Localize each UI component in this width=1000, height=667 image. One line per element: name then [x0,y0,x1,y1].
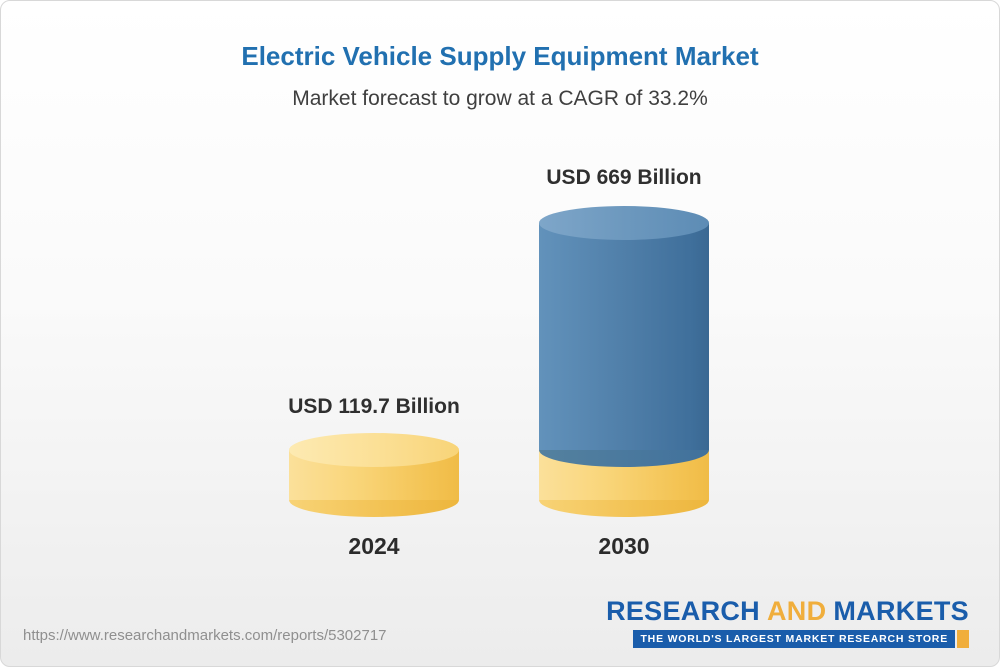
value-label-2024: USD 119.7 Billion [288,395,460,418]
research-and-markets-logo: RESEARCH AND MARKETS THE WORLD'S LARGEST M… [606,596,969,648]
year-label-2030: 2030 [598,533,650,559]
chart-title: Electric Vehicle Supply Equipment Market [241,41,759,71]
bar-2024-cylinder [289,433,459,517]
logo-word-research: RESEARCH [606,596,760,626]
logo-word-and: AND [766,596,827,626]
logo-word-markets: MARKETS [833,596,969,626]
year-label-2024: 2024 [348,533,400,559]
logo-tagline-text: THE WORLD'S LARGEST MARKET RESEARCH STOR… [633,629,955,648]
value-label-2030: USD 669 Billion [546,166,702,189]
logo-wordmark: RESEARCH AND MARKETS [606,596,969,627]
bar-2030-cylinder [539,206,709,517]
logo-yellow-square [957,629,969,648]
report-url: https://www.researchandmarkets.com/repor… [23,627,387,644]
bar-2030-body [539,223,709,450]
bar-2030-top-face [539,206,709,240]
logo-tagline-bar: THE WORLD'S LARGEST MARKET RESEARCH STOR… [606,629,969,648]
bar-2024-top-face [289,433,459,467]
chart-subtitle: Market forecast to grow at a CAGR of 33.… [292,87,708,110]
